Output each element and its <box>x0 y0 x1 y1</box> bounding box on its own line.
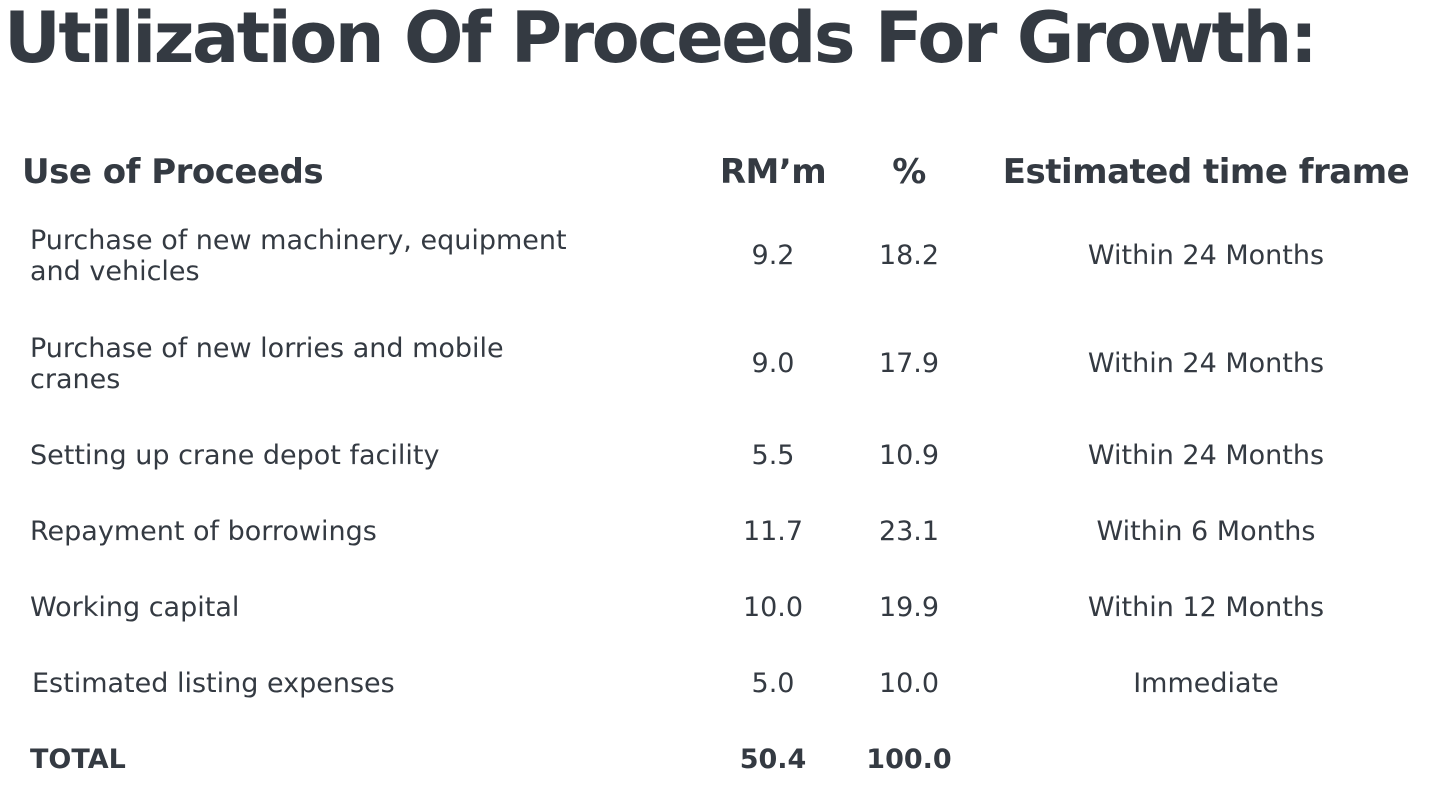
row-rm: 5.0 <box>751 668 795 699</box>
row-pct: 10.9 <box>878 440 940 471</box>
row-pct: 19.9 <box>878 592 940 623</box>
header-percent: % <box>892 152 926 192</box>
row-time: Within 12 Months <box>1087 592 1325 623</box>
row-rm: 5.5 <box>751 440 795 471</box>
row-use-line1: Purchase of new machinery, equipment <box>30 225 567 256</box>
row-use-line2: and vehicles <box>30 256 200 287</box>
row-time: Within 24 Months <box>1087 348 1325 379</box>
row-rm: 10.0 <box>742 592 804 623</box>
header-use-of-proceeds: Use of Proceeds <box>22 152 324 192</box>
row-pct: 23.1 <box>878 516 940 547</box>
table-row-use: Estimated listing expenses <box>32 668 395 699</box>
row-use-line2: cranes <box>30 364 121 395</box>
row-rm: 9.0 <box>751 348 795 379</box>
header-rm-million: RM’m <box>719 152 827 192</box>
total-pct: 100.0 <box>866 744 952 775</box>
table-row-use: Purchase of new lorries and mobile crane… <box>30 333 670 395</box>
header-time-frame: Estimated time frame <box>1002 152 1410 192</box>
row-rm: 11.7 <box>742 516 804 547</box>
table-row-use: Purchase of new machinery, equipment and… <box>30 225 670 287</box>
row-rm: 9.2 <box>751 240 795 271</box>
table-row-use: Setting up crane depot facility <box>30 440 440 471</box>
total-label: TOTAL <box>30 744 126 775</box>
row-pct: 18.2 <box>878 240 940 271</box>
row-time: Within 6 Months <box>1096 516 1316 547</box>
row-use-line1: Purchase of new lorries and mobile <box>30 333 504 364</box>
row-time: Within 24 Months <box>1087 240 1325 271</box>
page-title: Utilization Of Proceeds For Growth: <box>4 0 1318 79</box>
table-row-use: Working capital <box>30 592 240 623</box>
table-row-use: Repayment of borrowings <box>30 516 377 547</box>
row-pct: 17.9 <box>878 348 940 379</box>
total-rm: 50.4 <box>739 744 807 775</box>
row-time: Immediate <box>1133 668 1279 699</box>
row-pct: 10.0 <box>878 668 940 699</box>
row-time: Within 24 Months <box>1087 440 1325 471</box>
